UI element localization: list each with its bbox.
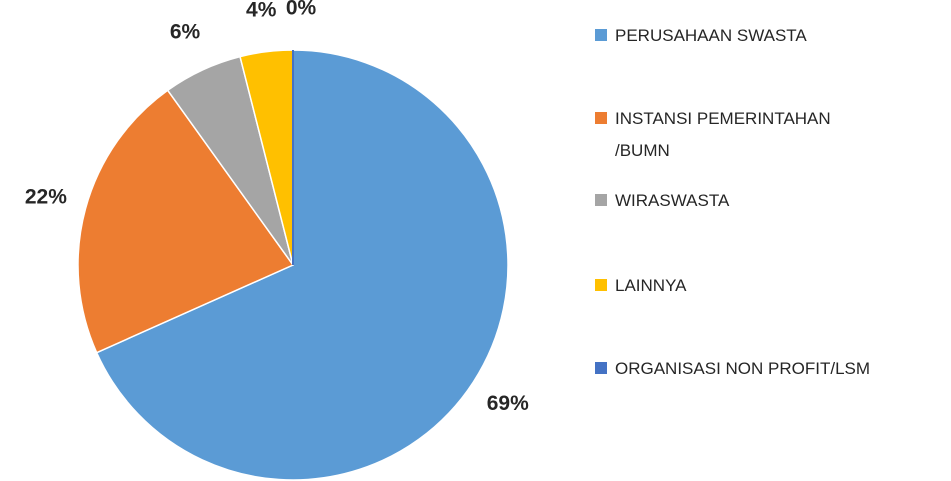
legend-swatch	[595, 279, 607, 291]
pie-slice	[95, 49, 509, 481]
legend-line: PERUSAHAAN SWASTA	[615, 26, 807, 45]
legend-label: PERUSAHAAN SWASTA	[615, 26, 807, 45]
legend-label: ORGANISASI NON PROFIT/LSM	[615, 359, 870, 378]
legend-label: WIRASWASTA	[615, 191, 730, 210]
data-label: 69%	[487, 392, 529, 415]
legend-label: LAINNYA	[615, 276, 687, 295]
legend-line: WIRASWASTA	[615, 191, 730, 210]
legend-swatch	[595, 362, 607, 374]
legend-swatch	[595, 194, 607, 206]
legend-line: /BUMN	[615, 141, 670, 160]
legend-swatch	[595, 29, 607, 41]
data-label: 0%	[286, 0, 317, 20]
data-label: 4%	[246, 0, 277, 22]
data-label: 6%	[170, 20, 201, 43]
legend-line: LAINNYA	[615, 276, 687, 295]
legend-swatch	[595, 112, 607, 124]
legend-line: INSTANSI PEMERINTAHAN	[615, 109, 831, 128]
legend-label: INSTANSI PEMERINTAHAN/BUMN	[615, 109, 831, 160]
pie-slice	[77, 89, 295, 354]
data-label: 22%	[25, 186, 67, 209]
legend-line: ORGANISASI NON PROFIT/LSM	[615, 359, 870, 378]
